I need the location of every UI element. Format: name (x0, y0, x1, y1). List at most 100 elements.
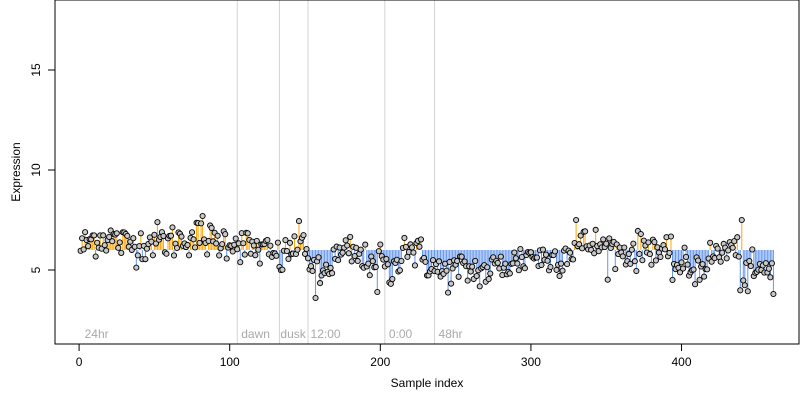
data-point (291, 233, 298, 240)
y-tick-label: 15 (29, 63, 43, 77)
data-point (279, 266, 286, 273)
data-point (749, 246, 756, 253)
data-point (372, 263, 379, 271)
data-point (564, 261, 571, 268)
data-point (267, 242, 274, 249)
data-point (241, 251, 248, 258)
data-point (133, 264, 140, 271)
data-point (184, 241, 191, 249)
data-point (512, 255, 519, 262)
data-point (542, 251, 550, 258)
data-point (348, 258, 355, 265)
data-point (244, 230, 251, 237)
data-point (377, 241, 384, 248)
data-point (515, 267, 522, 274)
data-point (485, 275, 492, 283)
data-point (329, 270, 336, 277)
data-point (567, 249, 574, 256)
data-point (768, 260, 775, 267)
x-tick-label: 0 (76, 355, 83, 369)
data-point (402, 243, 409, 250)
data-point (173, 244, 181, 252)
data-point (417, 236, 425, 243)
data-point (208, 224, 215, 231)
data-point (570, 256, 577, 263)
data-point (455, 273, 462, 280)
data-point (494, 259, 501, 266)
data-point (362, 241, 369, 248)
data-point (521, 265, 528, 272)
data-point (717, 258, 724, 265)
data-point (612, 266, 619, 273)
data-point (253, 237, 260, 244)
data-point (682, 253, 690, 260)
data-point (576, 241, 583, 248)
data-point (734, 234, 741, 241)
data-point (667, 233, 675, 240)
data-point (765, 265, 772, 272)
data-point (315, 254, 322, 261)
data-point (559, 267, 566, 274)
data-point (103, 247, 110, 254)
data-point (652, 257, 659, 264)
data-point (631, 258, 638, 265)
data-point (124, 232, 131, 239)
data-point (606, 235, 613, 242)
data-point (636, 250, 643, 257)
data-point (582, 228, 589, 235)
data-point (286, 239, 293, 246)
data-point (767, 274, 774, 281)
data-point (213, 240, 220, 247)
data-point (506, 270, 513, 277)
data-point (472, 257, 479, 264)
data-point (237, 259, 244, 266)
data-point (473, 272, 480, 280)
data-point (696, 276, 703, 283)
data-point (282, 237, 289, 244)
data-point (628, 246, 635, 253)
data-point (454, 257, 461, 265)
data-point (273, 252, 280, 259)
data-point (544, 257, 551, 264)
data-point (517, 245, 524, 253)
y-axis: 5 10 15 (29, 63, 56, 273)
data-point (707, 239, 714, 246)
data-point (645, 239, 652, 246)
data-point (408, 244, 415, 251)
data-point (317, 280, 324, 287)
data-point (100, 232, 107, 239)
x-axis: 0 100 200 300 400 (76, 343, 692, 369)
data-point (294, 246, 301, 253)
data-point (304, 255, 312, 262)
data-point (389, 275, 396, 283)
data-point (701, 273, 708, 280)
x-tick-label: 300 (521, 355, 541, 369)
data-point (684, 261, 691, 268)
data-point (85, 243, 92, 250)
data-point (723, 255, 730, 262)
data-point (398, 257, 405, 265)
data-point (681, 244, 688, 251)
data-point (366, 272, 373, 279)
data-point (533, 254, 540, 261)
data-point (747, 262, 754, 270)
data-point (345, 250, 352, 257)
data-point (80, 246, 87, 253)
data-point (384, 261, 391, 268)
x-tick-label: 100 (220, 355, 240, 369)
x-tick-label: 200 (370, 355, 390, 369)
data-point (154, 219, 161, 226)
data-point (151, 231, 158, 238)
data-point (92, 253, 99, 260)
data-point (327, 264, 334, 271)
data-point (130, 235, 137, 242)
data-point (94, 239, 101, 246)
data-point (422, 258, 429, 265)
data-point (538, 261, 545, 269)
data-point (630, 240, 637, 247)
region-label: 48hr (439, 327, 463, 341)
data-point (216, 252, 223, 259)
data-point (621, 244, 628, 251)
data-point (553, 266, 560, 273)
